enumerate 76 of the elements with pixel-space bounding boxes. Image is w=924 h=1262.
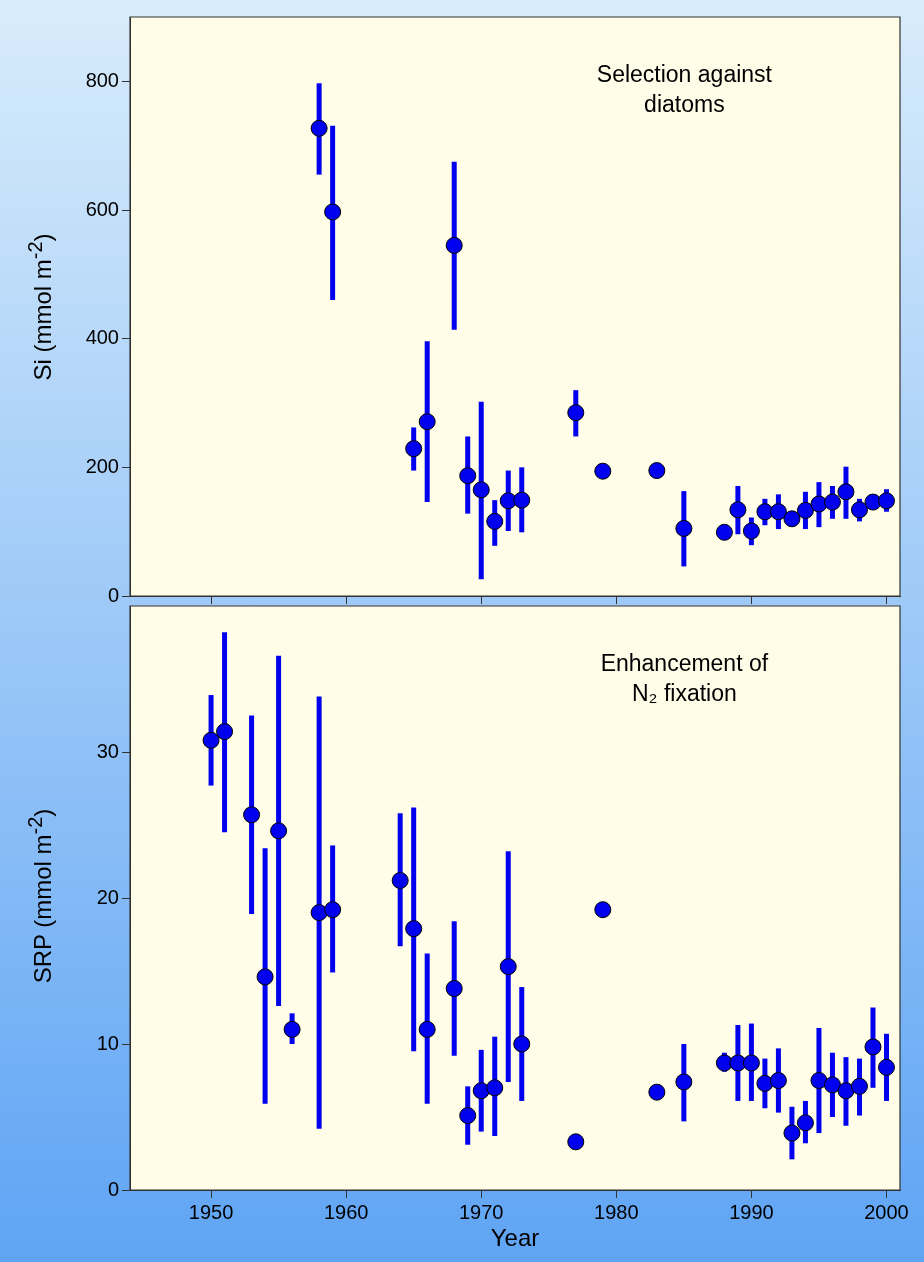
point — [324, 203, 342, 221]
annotation: Selection against diatoms — [595, 60, 773, 120]
point — [499, 492, 517, 510]
point — [472, 1082, 490, 1100]
point — [594, 901, 612, 919]
point — [715, 1054, 733, 1072]
y-tick-label: 600 — [85, 197, 119, 220]
x-axis-title: Year — [490, 1224, 540, 1252]
point — [715, 523, 733, 541]
point — [648, 1083, 666, 1101]
x-tick-label: 2000 — [864, 1200, 909, 1223]
point — [472, 481, 490, 499]
point — [769, 1072, 787, 1089]
point — [445, 236, 463, 254]
point — [823, 1076, 841, 1094]
point — [486, 1079, 504, 1097]
point — [418, 1020, 436, 1038]
y-tick-label: 0 — [107, 583, 119, 606]
point — [310, 119, 328, 137]
y-tick-label: 30 — [96, 739, 119, 762]
point — [742, 522, 760, 540]
point — [418, 413, 436, 431]
y-tick-label: 800 — [85, 68, 119, 91]
point — [877, 492, 895, 510]
point — [499, 958, 517, 976]
point — [513, 1035, 531, 1053]
point — [850, 501, 868, 519]
point — [202, 731, 220, 749]
point — [675, 1073, 693, 1091]
point — [513, 491, 531, 509]
point — [675, 519, 693, 537]
x-tick-label: 1970 — [458, 1200, 504, 1223]
point — [783, 510, 801, 528]
annotation: Enhancement of N₂ fixation — [599, 649, 770, 709]
x-tick-label: 1960 — [323, 1200, 369, 1223]
point — [405, 920, 423, 938]
point — [310, 904, 328, 922]
x-tick-label: 1980 — [594, 1200, 639, 1223]
point — [769, 503, 787, 521]
point — [756, 1074, 774, 1092]
y-tick-label: 0 — [107, 1177, 119, 1200]
x-tick-label: 1950 — [188, 1200, 234, 1223]
point — [877, 1058, 895, 1076]
point — [810, 495, 828, 513]
point — [391, 871, 409, 889]
point — [459, 467, 477, 485]
point — [837, 1082, 855, 1100]
point — [837, 483, 855, 501]
point — [850, 1077, 868, 1095]
point — [216, 723, 234, 741]
point — [445, 980, 463, 998]
point — [243, 806, 261, 824]
point — [567, 404, 585, 422]
point — [810, 1072, 828, 1089]
point — [796, 1114, 814, 1132]
y-tick-label: 200 — [85, 454, 119, 477]
point — [742, 1054, 760, 1072]
point — [783, 1124, 801, 1142]
x-tick-label: 1990 — [729, 1200, 774, 1223]
y-tick-label: 20 — [96, 885, 119, 908]
point — [864, 1038, 882, 1056]
y-tick-label: 400 — [85, 326, 119, 349]
point — [405, 440, 423, 458]
point — [256, 968, 274, 986]
point — [270, 822, 288, 840]
point — [823, 493, 841, 511]
point — [594, 462, 612, 480]
point — [283, 1020, 301, 1038]
point — [567, 1133, 585, 1151]
point — [796, 501, 814, 519]
point — [486, 512, 504, 530]
point — [648, 462, 666, 480]
point — [324, 901, 342, 919]
y-tick-label: 10 — [96, 1031, 119, 1054]
point — [459, 1107, 477, 1125]
point — [729, 501, 747, 519]
